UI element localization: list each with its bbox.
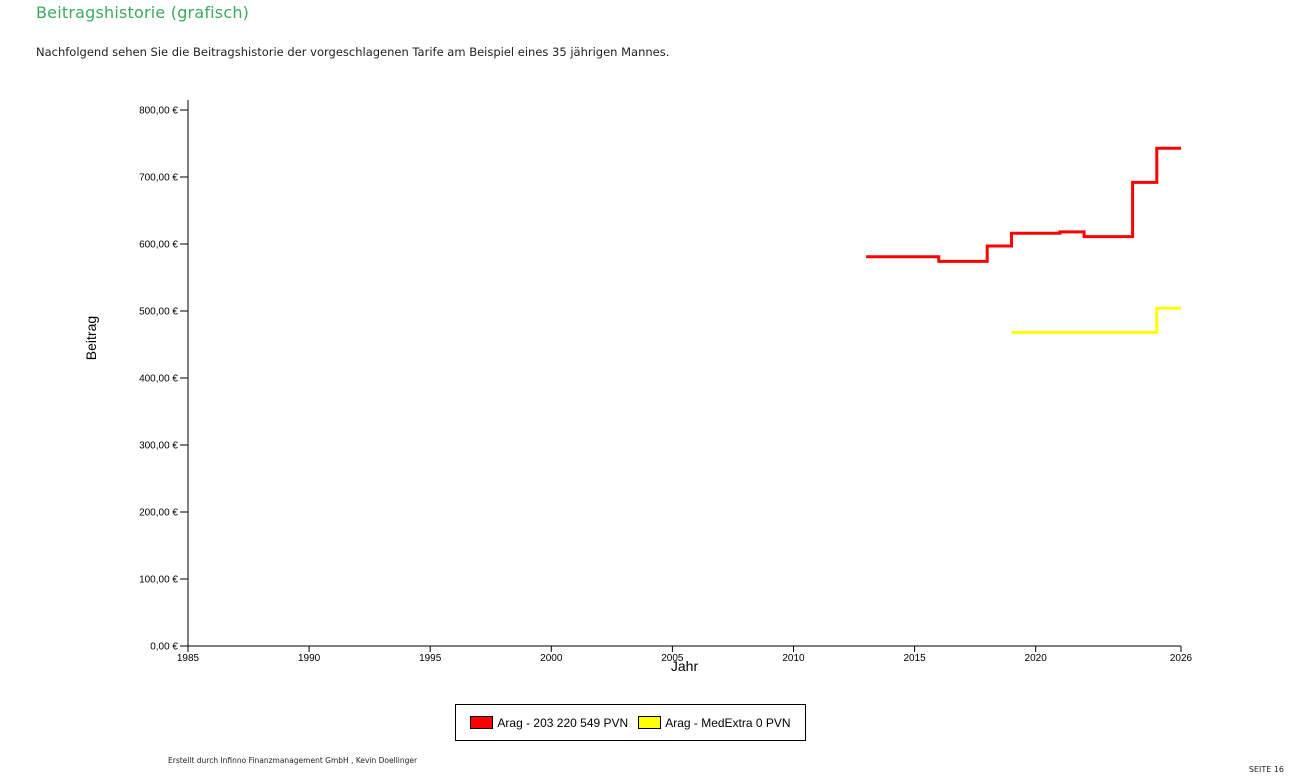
y-tick-label: 300,00 €: [139, 441, 178, 452]
y-tick-label: 0,00 €: [150, 642, 178, 653]
footer-credit: Erstellt durch Infinno Finanzmanagement …: [168, 756, 418, 765]
legend-label: Arag - MedExtra 0 PVN: [665, 715, 791, 730]
x-axis-label: Jahr: [671, 658, 699, 674]
y-tick-label: 400,00 €: [139, 374, 178, 385]
legend-swatch: [638, 716, 662, 729]
x-tick-label: 2000: [540, 653, 563, 664]
chart-legend: Arag - 203 220 549 PVN Arag - MedExtra 0 …: [455, 704, 806, 741]
x-tick-label: 1990: [298, 653, 321, 664]
series-line-1: [866, 146, 1181, 263]
premium-history-chart: 0,00 € 100,00 € 200,00 € 300,00 € 400,00 € 50…: [83, 100, 1193, 674]
legend-swatch: [470, 716, 494, 729]
legend-item-1: Arag - 203 220 549 PVN: [470, 716, 628, 730]
y-tick-label: 100,00 €: [139, 575, 178, 586]
y-tick-label: 200,00 €: [139, 508, 178, 519]
x-tick-label: 1985: [177, 653, 200, 664]
intro-text: Nachfolgend sehen Sie die Beitragshistor…: [36, 45, 670, 59]
y-axis-label: Beitrag: [83, 316, 99, 360]
x-tick-label: 2015: [903, 653, 926, 664]
x-tick-label: 2010: [782, 653, 805, 664]
series-line-2: [1011, 306, 1181, 334]
x-tick-label: 2026: [1170, 653, 1193, 664]
y-tick-label: 600,00 €: [139, 240, 178, 251]
legend-item-2: Arag - MedExtra 0 PVN: [638, 715, 791, 730]
page-number: SEITE 16: [1248, 765, 1284, 774]
y-tick-label: 800,00 €: [139, 106, 178, 117]
x-tick-label: 2005: [661, 653, 684, 664]
page-title: Beitragshistorie (grafisch): [36, 3, 250, 22]
legend-label: Arag - 203 220 549 PVN: [497, 715, 629, 730]
x-tick-label: 2020: [1025, 653, 1048, 664]
y-tick-label: 700,00 €: [139, 173, 178, 184]
y-tick-label: 500,00 €: [139, 307, 178, 318]
x-tick-label: 1995: [419, 653, 442, 664]
